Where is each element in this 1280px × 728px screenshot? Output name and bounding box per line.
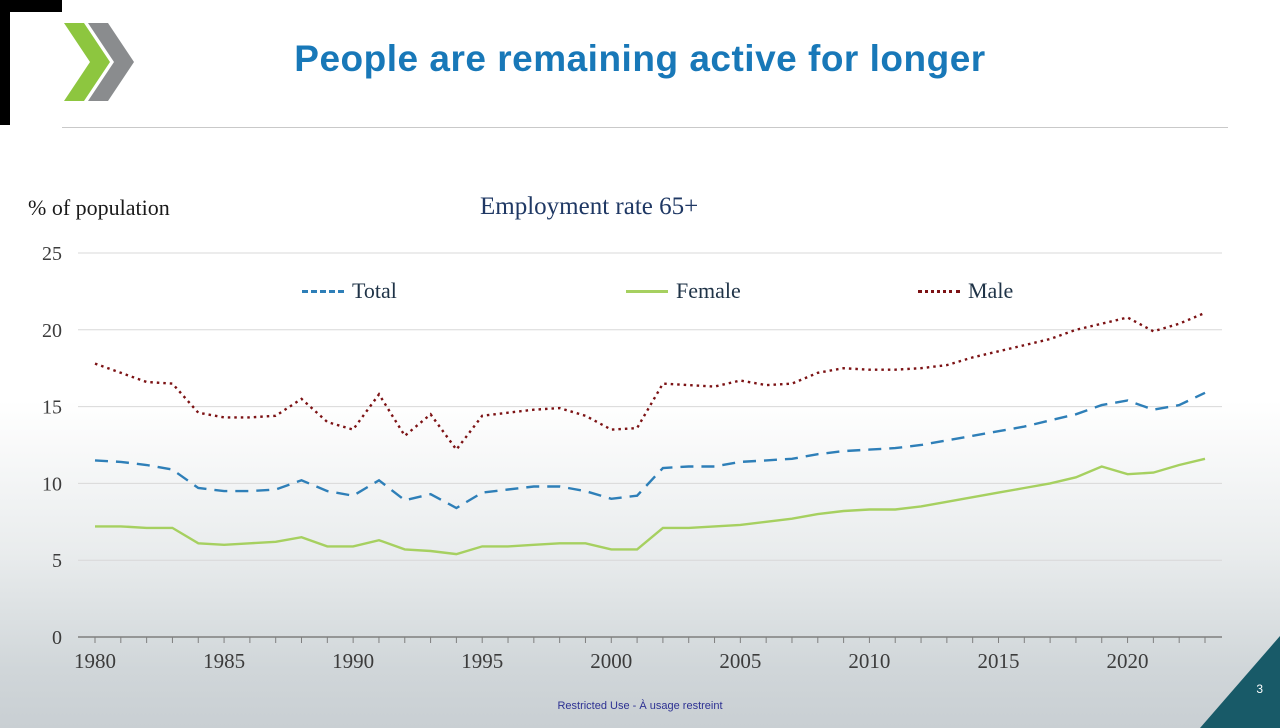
svg-text:2005: 2005 bbox=[719, 649, 761, 673]
svg-text:1990: 1990 bbox=[332, 649, 374, 673]
svg-text:5: 5 bbox=[52, 550, 62, 572]
legend-sample-female-line bbox=[626, 289, 668, 293]
chart-title: Employment rate 65+ bbox=[480, 193, 699, 220]
logo-chevron-gray bbox=[88, 23, 134, 101]
letterbox-left bbox=[0, 0, 10, 125]
chart-legend: Total Female Male bbox=[0, 276, 1280, 306]
legend-item-female: Female bbox=[626, 276, 741, 306]
svg-text:2000: 2000 bbox=[590, 649, 632, 673]
footer-classification: Restricted Use - À usage restreint bbox=[557, 700, 723, 712]
svg-text:2015: 2015 bbox=[977, 649, 1019, 673]
svg-text:10: 10 bbox=[42, 473, 62, 495]
slide-title: People are remaining active for longer bbox=[294, 38, 986, 79]
svg-text:20: 20 bbox=[42, 320, 62, 342]
logo-chevrons-icon bbox=[64, 23, 134, 101]
legend-sample-male-line bbox=[918, 289, 960, 293]
svg-text:0: 0 bbox=[52, 627, 62, 649]
legend-item-male: Male bbox=[918, 276, 1013, 306]
legend-label-male: Male bbox=[968, 278, 1014, 303]
legend-sample-total-line bbox=[302, 289, 344, 293]
svg-text:2020: 2020 bbox=[1107, 649, 1149, 673]
legend-label-female: Female bbox=[676, 278, 741, 303]
svg-text:25: 25 bbox=[42, 243, 62, 265]
letterbox-top bbox=[0, 0, 62, 12]
y-axis-unit-label: % of population bbox=[28, 195, 170, 220]
title-divider bbox=[62, 127, 1228, 128]
svg-text:1995: 1995 bbox=[461, 649, 503, 673]
oecd-logo bbox=[62, 6, 134, 122]
logo-chevron-green bbox=[64, 23, 110, 101]
legend-label-total: Total bbox=[352, 278, 397, 303]
svg-text:1980: 1980 bbox=[74, 649, 116, 673]
svg-text:15: 15 bbox=[42, 397, 62, 419]
legend-item-total: Total bbox=[302, 276, 397, 306]
svg-text:1985: 1985 bbox=[203, 649, 245, 673]
employment-chart: 0 5 10 15 20 25 1980 1985 1990 1995 2000 2005 2010 20… bbox=[42, 243, 1222, 673]
svg-text:2010: 2010 bbox=[848, 649, 890, 673]
page-number: 3 bbox=[1256, 682, 1263, 696]
